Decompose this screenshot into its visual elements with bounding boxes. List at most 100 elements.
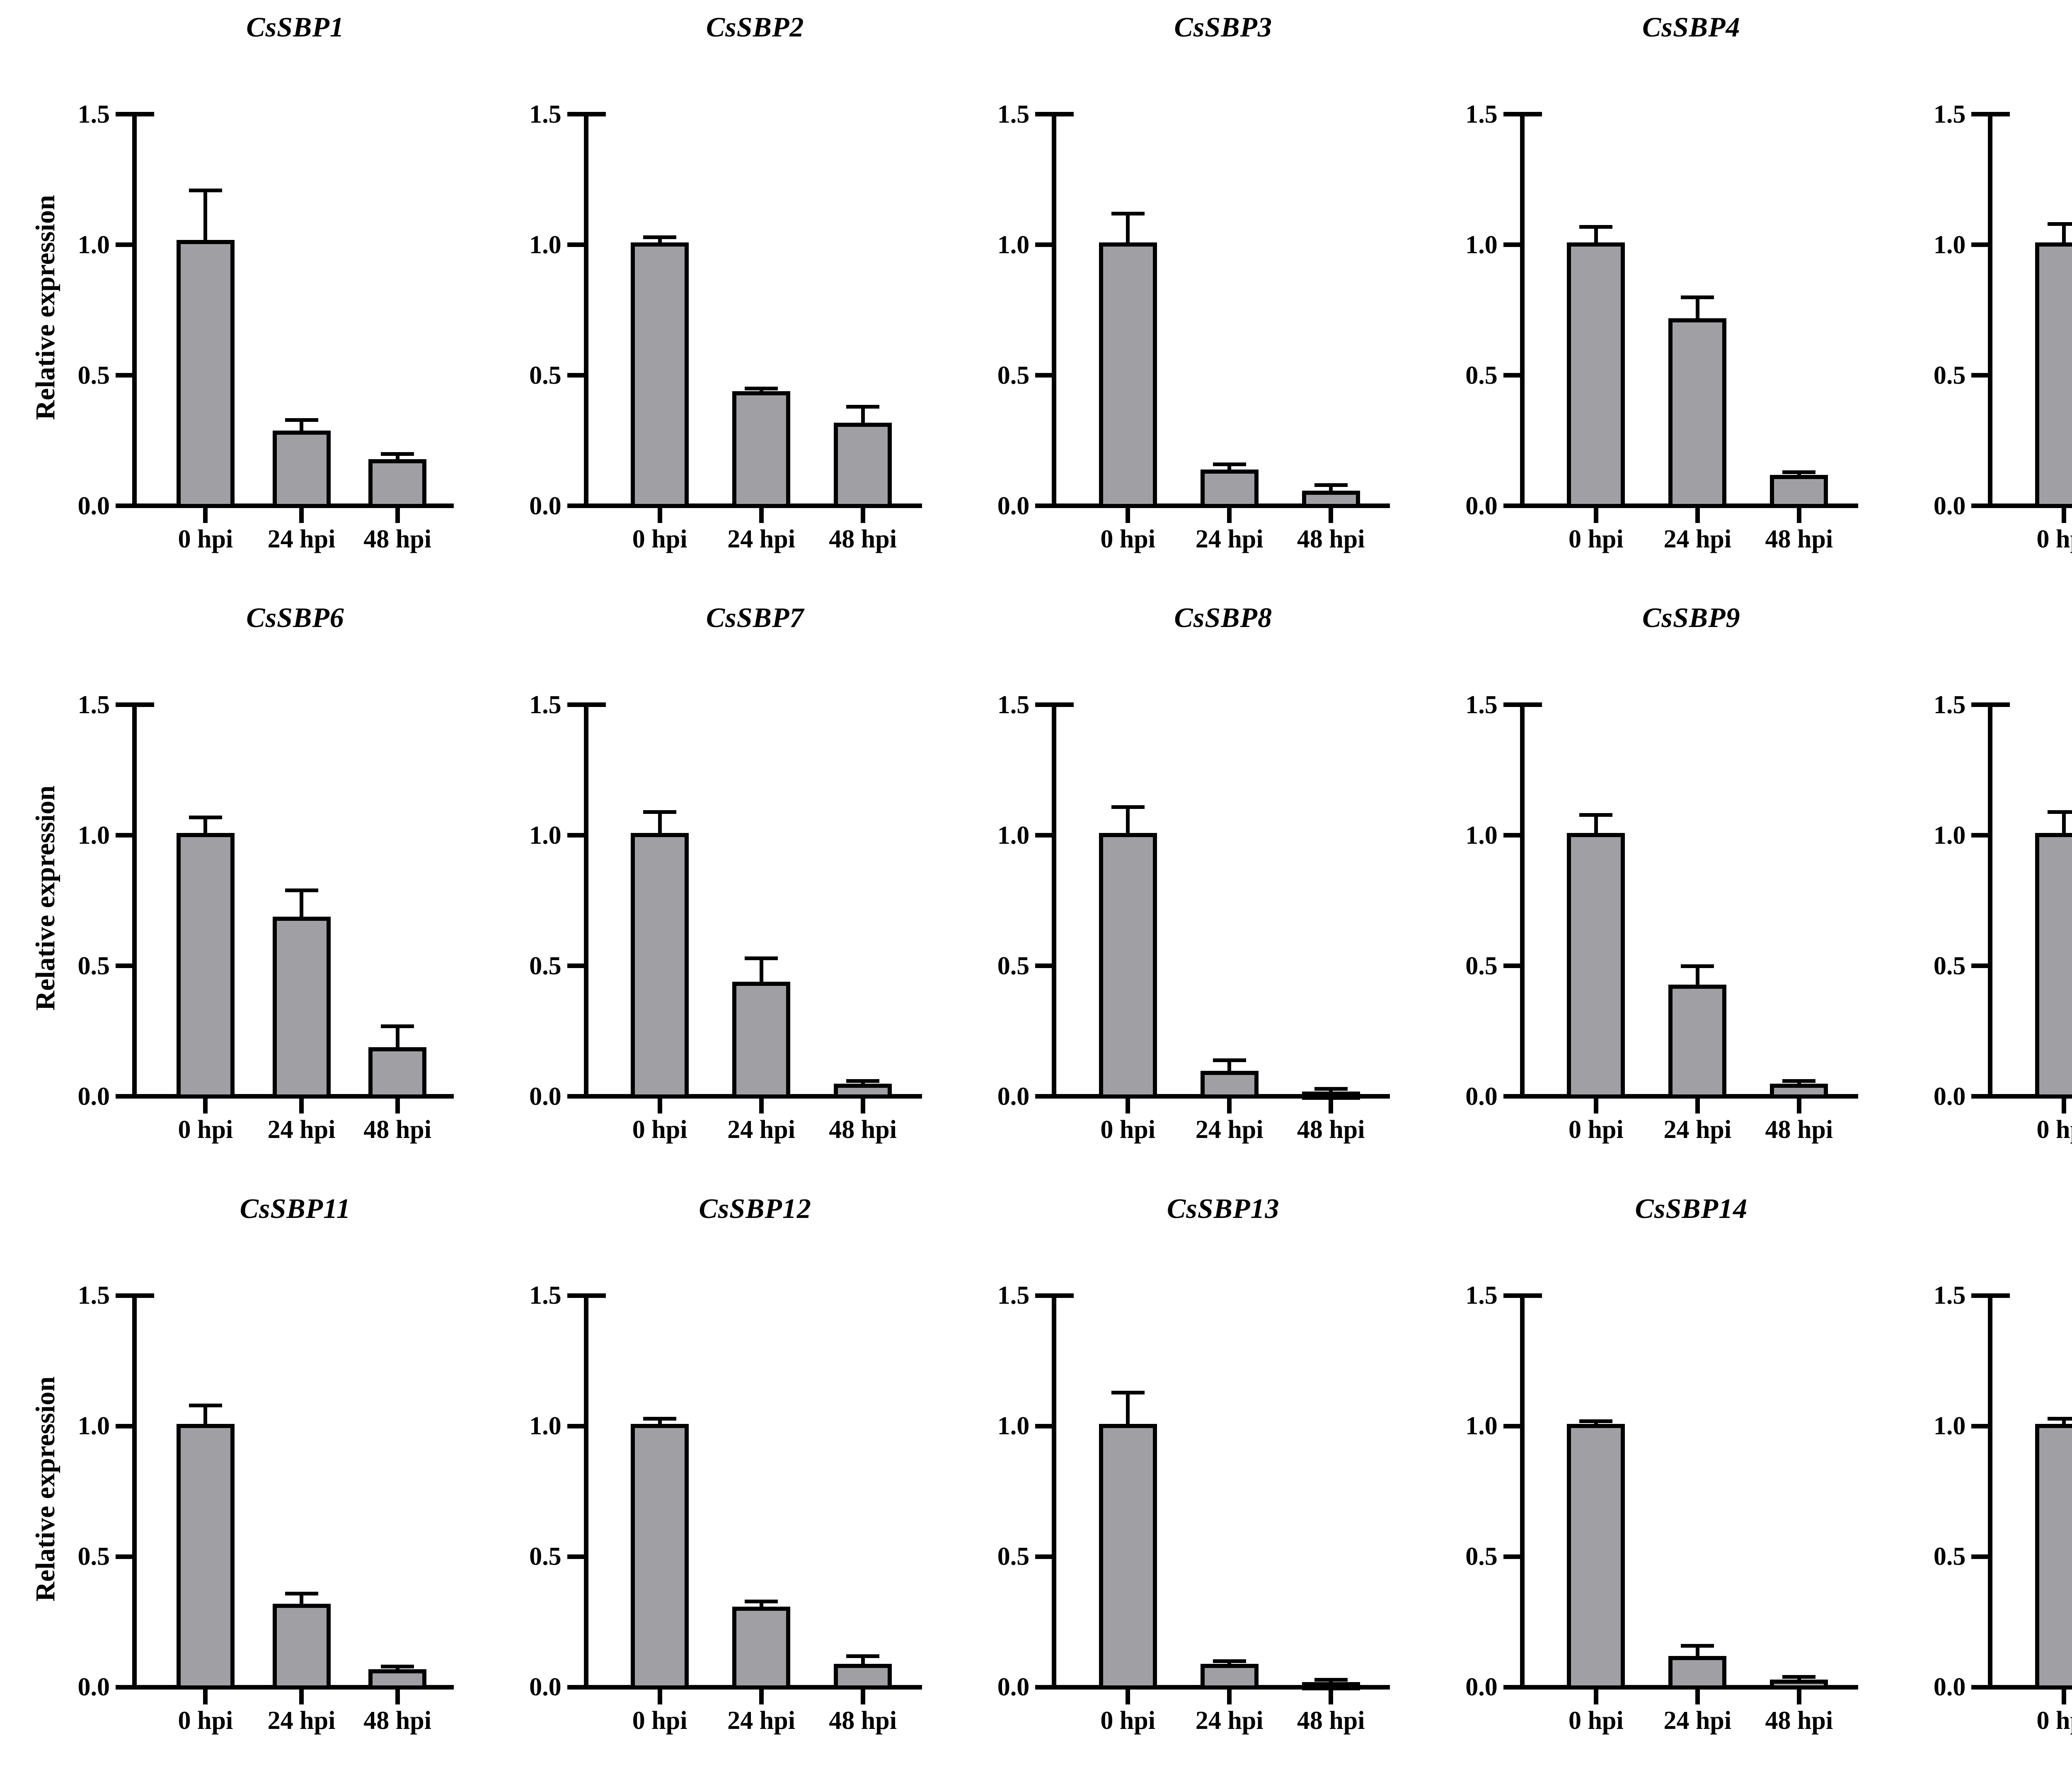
x-tick (860, 1099, 865, 1114)
y-tick-label: 0.0 (77, 491, 110, 520)
x-tick (759, 1099, 764, 1114)
expression-chart: CsSBP8 1.5 1.0 0.5 0.0 0 hpi 24 hpi 48 hpi (936, 591, 1404, 1181)
error-bar-cap (2047, 1416, 2072, 1421)
y-tick (1503, 1685, 1520, 1690)
bar (834, 1084, 892, 1099)
error-bar-cap (643, 810, 677, 814)
bar (1200, 1070, 1259, 1099)
error-bar-cap (1111, 212, 1145, 216)
bar (272, 430, 331, 508)
x-tick (1227, 508, 1232, 523)
y-tick-label: 1.5 (1465, 1281, 1498, 1310)
y-tick-label: 0.5 (1933, 951, 1966, 980)
y-axis-line (583, 702, 588, 1099)
y-axis-top-tick (1524, 702, 1542, 707)
y-axis-line (1520, 702, 1525, 1099)
y-tick-label: 0.0 (529, 1082, 562, 1111)
expression-chart: CsSBP9 1.5 1.0 0.5 0.0 0 hpi 24 hpi 48 hpi (1404, 591, 1873, 1181)
y-tick (567, 963, 584, 968)
y-axis-top-tick (1992, 702, 2010, 707)
expression-chart: CsSBP7 1.5 1.0 0.5 0.0 0 hpi 24 hpi 48 hpi (468, 591, 937, 1181)
y-tick (116, 1685, 132, 1690)
y-tick-label: 1.0 (1933, 230, 1966, 259)
x-category-label: 0 hpi (1568, 1116, 1624, 1144)
x-tick (1796, 1099, 1801, 1114)
y-tick (1503, 1554, 1520, 1559)
y-tick (116, 833, 132, 838)
chart-title: CsSBP6 (246, 602, 344, 634)
error-bar-cap (189, 816, 222, 820)
error-bar-cap (1681, 1644, 1714, 1648)
y-tick-label: 0.5 (1465, 1542, 1498, 1571)
bar (368, 1047, 427, 1099)
x-category-label: 0 hpi (1568, 525, 1624, 553)
y-tick (1035, 1554, 1052, 1559)
bar (1302, 1092, 1360, 1100)
y-tick-label: 1.0 (1465, 1412, 1498, 1440)
x-tick (1593, 508, 1598, 523)
error-bar-whisker (759, 958, 763, 988)
x-category-label: 24 hpi (267, 1116, 336, 1144)
expression-chart: CsSBP3 1.5 1.0 0.5 0.0 0 hpi 24 hpi 48 hpi (936, 0, 1404, 591)
y-tick (1503, 242, 1520, 247)
x-tick (395, 508, 400, 523)
error-bar-cap (846, 405, 880, 409)
y-tick-label: 1.0 (77, 1412, 110, 1440)
y-tick-label: 0.5 (77, 361, 110, 390)
y-axis-top-tick (588, 112, 606, 116)
bar (1200, 1664, 1259, 1690)
error-bar-whisker (203, 1405, 208, 1430)
x-tick (299, 1689, 304, 1704)
y-tick (567, 373, 584, 378)
y-tick-label: 1.0 (1465, 821, 1498, 850)
error-bar-whisker (203, 190, 208, 246)
y-tick (1971, 833, 1988, 838)
error-bar-cap (381, 1665, 414, 1669)
y-tick-label: 0.0 (529, 491, 562, 520)
error-bar-cap (745, 956, 778, 961)
y-tick-label: 1.5 (1465, 100, 1498, 128)
y-tick (567, 112, 584, 116)
error-bar-cap (285, 1591, 318, 1595)
bar (631, 833, 689, 1099)
x-tick (1329, 508, 1334, 523)
y-tick-label: 1.5 (997, 100, 1030, 128)
y-tick (1971, 1293, 1988, 1298)
y-tick-label: 1.5 (77, 100, 110, 128)
error-bar-whisker (203, 817, 208, 839)
y-tick (1035, 504, 1052, 508)
x-tick (1227, 1689, 1232, 1704)
x-category-label: 0 hpi (2036, 525, 2072, 553)
y-tick (116, 1094, 132, 1099)
y-axis-top-tick (137, 1293, 154, 1298)
x-category-label: 0 hpi (178, 525, 233, 553)
error-bar-cap (1314, 483, 1348, 487)
y-tick-label: 1.5 (1933, 100, 1966, 128)
x-category-label: 24 hpi (727, 1116, 795, 1144)
y-axis-top-tick (588, 702, 606, 707)
x-category-label: 48 hpi (1765, 1706, 1833, 1735)
chart-title: CsSBP10 (1992, 601, 2072, 634)
y-tick (1503, 963, 1520, 968)
y-tick (1503, 1423, 1520, 1428)
y-tick-label: 1.5 (529, 690, 562, 719)
y-tick-label: 1.5 (1933, 690, 1966, 719)
x-category-label: 24 hpi (267, 525, 336, 553)
y-tick (567, 504, 584, 508)
x-tick (657, 1099, 662, 1114)
expression-chart: CsSBP1 Relative expression 1.5 1.0 0.5 0.0 0… (0, 0, 468, 591)
x-category-label: 0 hpi (2036, 1706, 2072, 1735)
x-tick (203, 1689, 208, 1704)
y-tick (1971, 963, 1988, 968)
x-category-label: 48 hpi (829, 1116, 897, 1144)
y-tick (116, 504, 132, 508)
error-bar-cap (1782, 1079, 1816, 1083)
y-axis-top-tick (1992, 1293, 2010, 1298)
x-tick (203, 508, 208, 523)
y-tick (567, 1685, 584, 1690)
bar (272, 916, 331, 1099)
x-tick (860, 508, 865, 523)
y-axis-line (583, 112, 588, 508)
error-bar-cap (1579, 813, 1613, 817)
